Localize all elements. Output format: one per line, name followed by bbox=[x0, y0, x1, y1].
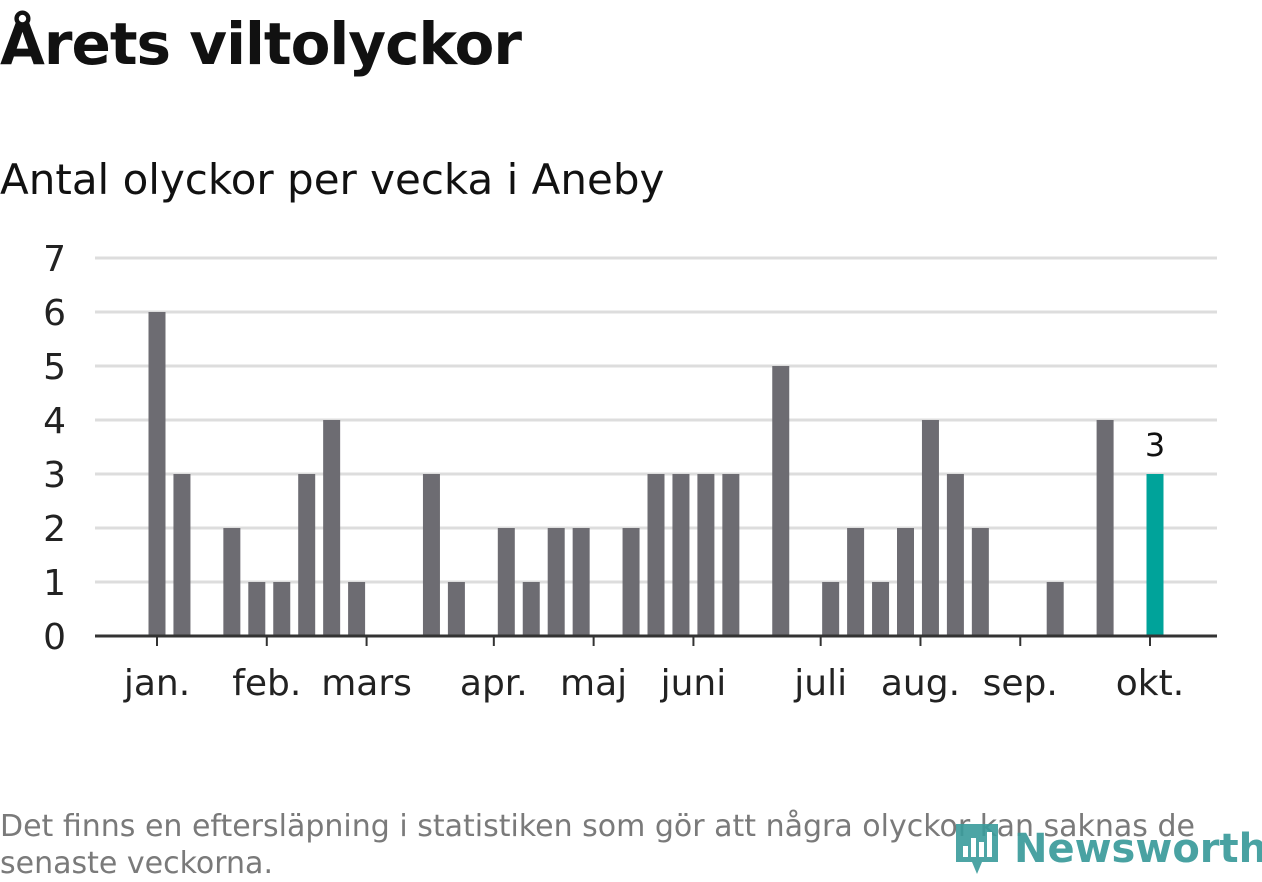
y-tick-label: 3 bbox=[43, 455, 66, 496]
bar-week-5 bbox=[248, 582, 266, 636]
y-tick-label: 4 bbox=[43, 401, 66, 442]
x-axis-labels: jan. feb. mars apr. maj juni juli aug. sep. okt. bbox=[123, 663, 1184, 704]
y-tick-label: 5 bbox=[43, 347, 66, 388]
x-axis-ticks bbox=[156, 636, 1152, 646]
bar-week-13 bbox=[447, 582, 465, 636]
bar-week-9 bbox=[348, 582, 366, 636]
x-tick-label-apr: apr. bbox=[460, 663, 528, 704]
x-tick-label-sep: sep. bbox=[983, 663, 1058, 704]
y-tick-label: 7 bbox=[43, 239, 66, 280]
x-tick-label-feb: feb. bbox=[232, 663, 301, 704]
x-tick-label-jan: jan. bbox=[123, 663, 190, 704]
bar-week-31 bbox=[897, 528, 914, 636]
bar-week-33 bbox=[946, 474, 964, 636]
bar-week-8 bbox=[323, 420, 341, 636]
bar-week-34 bbox=[971, 528, 989, 636]
bar-week-18 bbox=[572, 528, 590, 636]
bar-week-24 bbox=[722, 474, 740, 636]
bar-week-26 bbox=[772, 366, 790, 636]
x-tick-label-maj: maj bbox=[560, 663, 627, 704]
bar-week-4 bbox=[223, 528, 241, 636]
bar-week-17 bbox=[547, 528, 565, 636]
bar-week-15 bbox=[497, 528, 515, 636]
newsworthy-logo: Newsworthy bbox=[952, 820, 1262, 878]
bar-week-32 bbox=[921, 420, 939, 636]
chart-title: Årets viltolyckor bbox=[0, 10, 522, 78]
newsworthy-logo-icon bbox=[956, 824, 998, 874]
y-tick-label: 6 bbox=[43, 293, 66, 334]
y-tick-label: 2 bbox=[43, 509, 66, 550]
bar-week-7 bbox=[298, 474, 316, 636]
bar-week-37 bbox=[1046, 582, 1064, 636]
bar-week-22 bbox=[672, 474, 690, 636]
bar-week-21 bbox=[647, 474, 665, 636]
bar-week-29 bbox=[847, 528, 865, 636]
bar-week-39 bbox=[1096, 420, 1114, 636]
bar-week-6 bbox=[273, 582, 291, 636]
x-tick-label-mars: mars bbox=[321, 663, 412, 704]
bar-week-30 bbox=[872, 582, 890, 636]
bar-week-1 bbox=[148, 312, 166, 636]
bar-chart: 0 1 2 3 4 5 6 7 jan. feb. mars apr. maj juni juli aug.… bbox=[43, 239, 1217, 704]
chart-subtitle: Antal olyckor per vecka i Aneby bbox=[0, 155, 665, 204]
newsworthy-logo-text: Newsworthy bbox=[1014, 826, 1262, 872]
bar-week-2 bbox=[173, 474, 191, 636]
x-tick-label-aug: aug. bbox=[881, 663, 960, 704]
bar-week-23 bbox=[697, 474, 715, 636]
x-tick-label-juni: juni bbox=[660, 663, 727, 704]
y-axis-labels: 0 1 2 3 4 5 6 7 bbox=[43, 239, 66, 658]
bar-week-16 bbox=[522, 582, 540, 636]
x-tick-label-juli: juli bbox=[793, 663, 847, 704]
highlight-value-label: 3 bbox=[1145, 426, 1165, 464]
y-tick-label: 1 bbox=[43, 563, 66, 604]
y-tick-label: 0 bbox=[43, 617, 66, 658]
bar-week-20 bbox=[622, 528, 640, 636]
bar-week-28 bbox=[822, 582, 840, 636]
x-tick-label-okt: okt. bbox=[1116, 663, 1184, 704]
bar-week-12 bbox=[422, 474, 440, 636]
bars bbox=[148, 312, 1164, 636]
bar-highlight-week-41 bbox=[1146, 474, 1164, 636]
